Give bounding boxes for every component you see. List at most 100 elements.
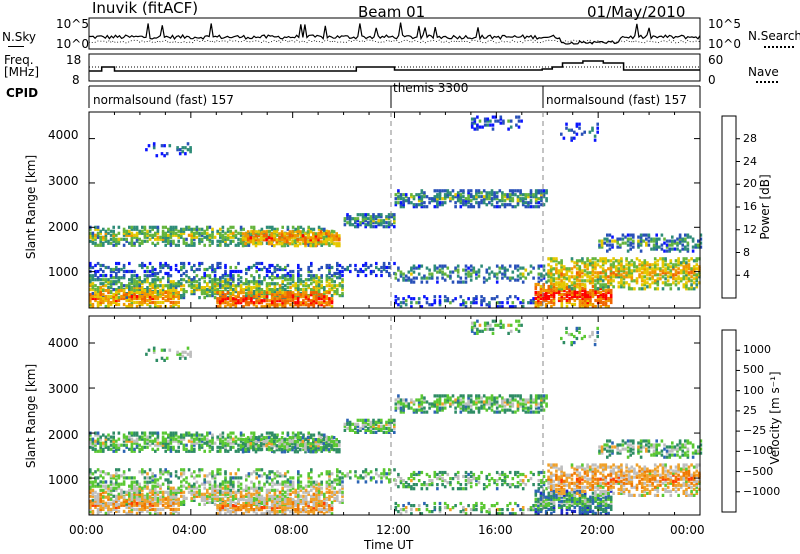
power-cell-264 <box>198 286 201 290</box>
power-cell-2918 <box>560 281 563 285</box>
velocity-cell-533 <box>299 486 303 490</box>
power-cell-722 <box>130 298 134 303</box>
velocity-cell-571 <box>315 482 318 486</box>
power-cell-1368 <box>232 239 235 243</box>
velocity-cell-883 <box>244 508 248 512</box>
power-cell-3445 <box>632 235 635 239</box>
power-cell-1875 <box>141 265 144 270</box>
power-cell-3166 <box>630 263 634 267</box>
velocity-cell-1071 <box>94 447 97 451</box>
power-cell-3561 <box>178 152 182 156</box>
power-cell-3112 <box>617 269 621 273</box>
power-cell-893 <box>250 297 253 301</box>
power-cell-3498 <box>668 243 671 247</box>
power-cell-2924 <box>560 267 563 271</box>
power-cell-216 <box>174 284 178 288</box>
power-cell-2223 <box>475 189 478 193</box>
power-cell-514 <box>294 288 297 292</box>
power-cell-2400 <box>425 276 429 280</box>
velocity-cell-413 <box>252 488 256 492</box>
velocity-cell-960 <box>283 499 287 504</box>
velocity-cell-1000 <box>302 499 305 504</box>
power-cell-382 <box>239 276 243 280</box>
power-cell-2069 <box>388 271 391 276</box>
power-cell-3537 <box>691 237 695 241</box>
power-cell-2997 <box>586 275 589 279</box>
power-cell-1849 <box>104 265 108 270</box>
power-cell-1191 <box>151 241 154 245</box>
power-cell-102 <box>130 280 134 284</box>
power-cell-1227 <box>167 235 170 239</box>
nave-label: Nave <box>748 65 779 79</box>
power-cell-2635 <box>534 302 538 307</box>
power-cell-1380 <box>237 231 240 235</box>
power-cell-1822 <box>387 213 391 217</box>
power-cell-1979 <box>268 263 271 268</box>
velocity-cell-1035 <box>320 508 323 512</box>
power-cell-2982 <box>581 279 584 283</box>
velocity-cell-1072 <box>94 443 97 447</box>
power-cell-3502 <box>671 241 674 245</box>
power-cell-3503 <box>671 239 674 243</box>
power-cell-2843 <box>602 296 605 301</box>
power-cell-1516 <box>310 227 313 231</box>
velocity-cell-972 <box>289 499 292 504</box>
power-cell-1297 <box>195 225 199 229</box>
power-cell-1365 <box>229 231 232 235</box>
power-cell-2062 <box>382 267 386 272</box>
power-cell-1629 <box>280 238 284 242</box>
power-cell-1238 <box>169 227 173 231</box>
velocity-cell-620 <box>336 490 339 494</box>
power-cell-2332 <box>532 195 535 199</box>
power-cell-1696 <box>314 236 318 240</box>
power-cell-971 <box>289 295 292 299</box>
power-cell-2221 <box>475 193 478 197</box>
power-cell-768 <box>151 294 154 299</box>
velocity-cell-740 <box>138 497 141 501</box>
velocity-cell-1012 <box>307 501 310 506</box>
velocity-cell-828 <box>216 497 219 502</box>
power-cell-1970 <box>258 261 261 266</box>
power-cell-2535 <box>545 280 548 284</box>
velocity-cell-131 <box>138 482 141 486</box>
power-cell-3374 <box>692 271 696 275</box>
power-cell-2432 <box>451 270 455 274</box>
velocity-cell-845 <box>224 501 227 506</box>
velocity-cell-317 <box>216 488 219 492</box>
power-cell-1264 <box>182 237 186 241</box>
power-cell-3085 <box>609 273 613 277</box>
power-cell-1102 <box>107 239 110 243</box>
power-cell-288 <box>208 290 212 294</box>
velocity-cell-995 <box>299 499 303 504</box>
power-cell-2821 <box>594 304 597 309</box>
power-cell-1219 <box>164 237 167 241</box>
power-cell-827 <box>216 297 219 301</box>
power-cell-2484 <box>498 266 502 270</box>
power-cell-1689 <box>312 236 315 240</box>
power-cell-1842 <box>96 261 100 266</box>
power-cell-52 <box>109 282 113 286</box>
velocity-cell-375 <box>237 484 240 488</box>
power-cell-2396 <box>420 264 424 268</box>
power-cell-3314 <box>677 275 680 279</box>
power-cell-1640 <box>286 238 289 242</box>
velocity-cell-1106 <box>109 443 113 447</box>
power-cell-388 <box>245 288 248 292</box>
power-cell-257 <box>195 288 199 292</box>
power-cell-3395 <box>698 265 701 269</box>
power-cell-432 <box>258 274 261 278</box>
velocity-cell-1209 <box>159 441 162 445</box>
power-cell-3569 <box>189 150 192 154</box>
power-cell-3444 <box>632 239 635 243</box>
power-cell-2697 <box>552 294 556 299</box>
power-cell-3209 <box>643 259 647 263</box>
power-cell-1856 <box>115 271 118 276</box>
power-cell-2040 <box>356 273 360 278</box>
velocity-cell-1020 <box>312 508 316 512</box>
power-cell-2550 <box>410 301 413 305</box>
power-cell-1557 <box>241 244 245 248</box>
power-cell-2833 <box>599 304 603 309</box>
power-cell-962 <box>286 301 290 305</box>
velocity-cell-130 <box>138 484 141 488</box>
power-cell-1841 <box>96 269 100 274</box>
